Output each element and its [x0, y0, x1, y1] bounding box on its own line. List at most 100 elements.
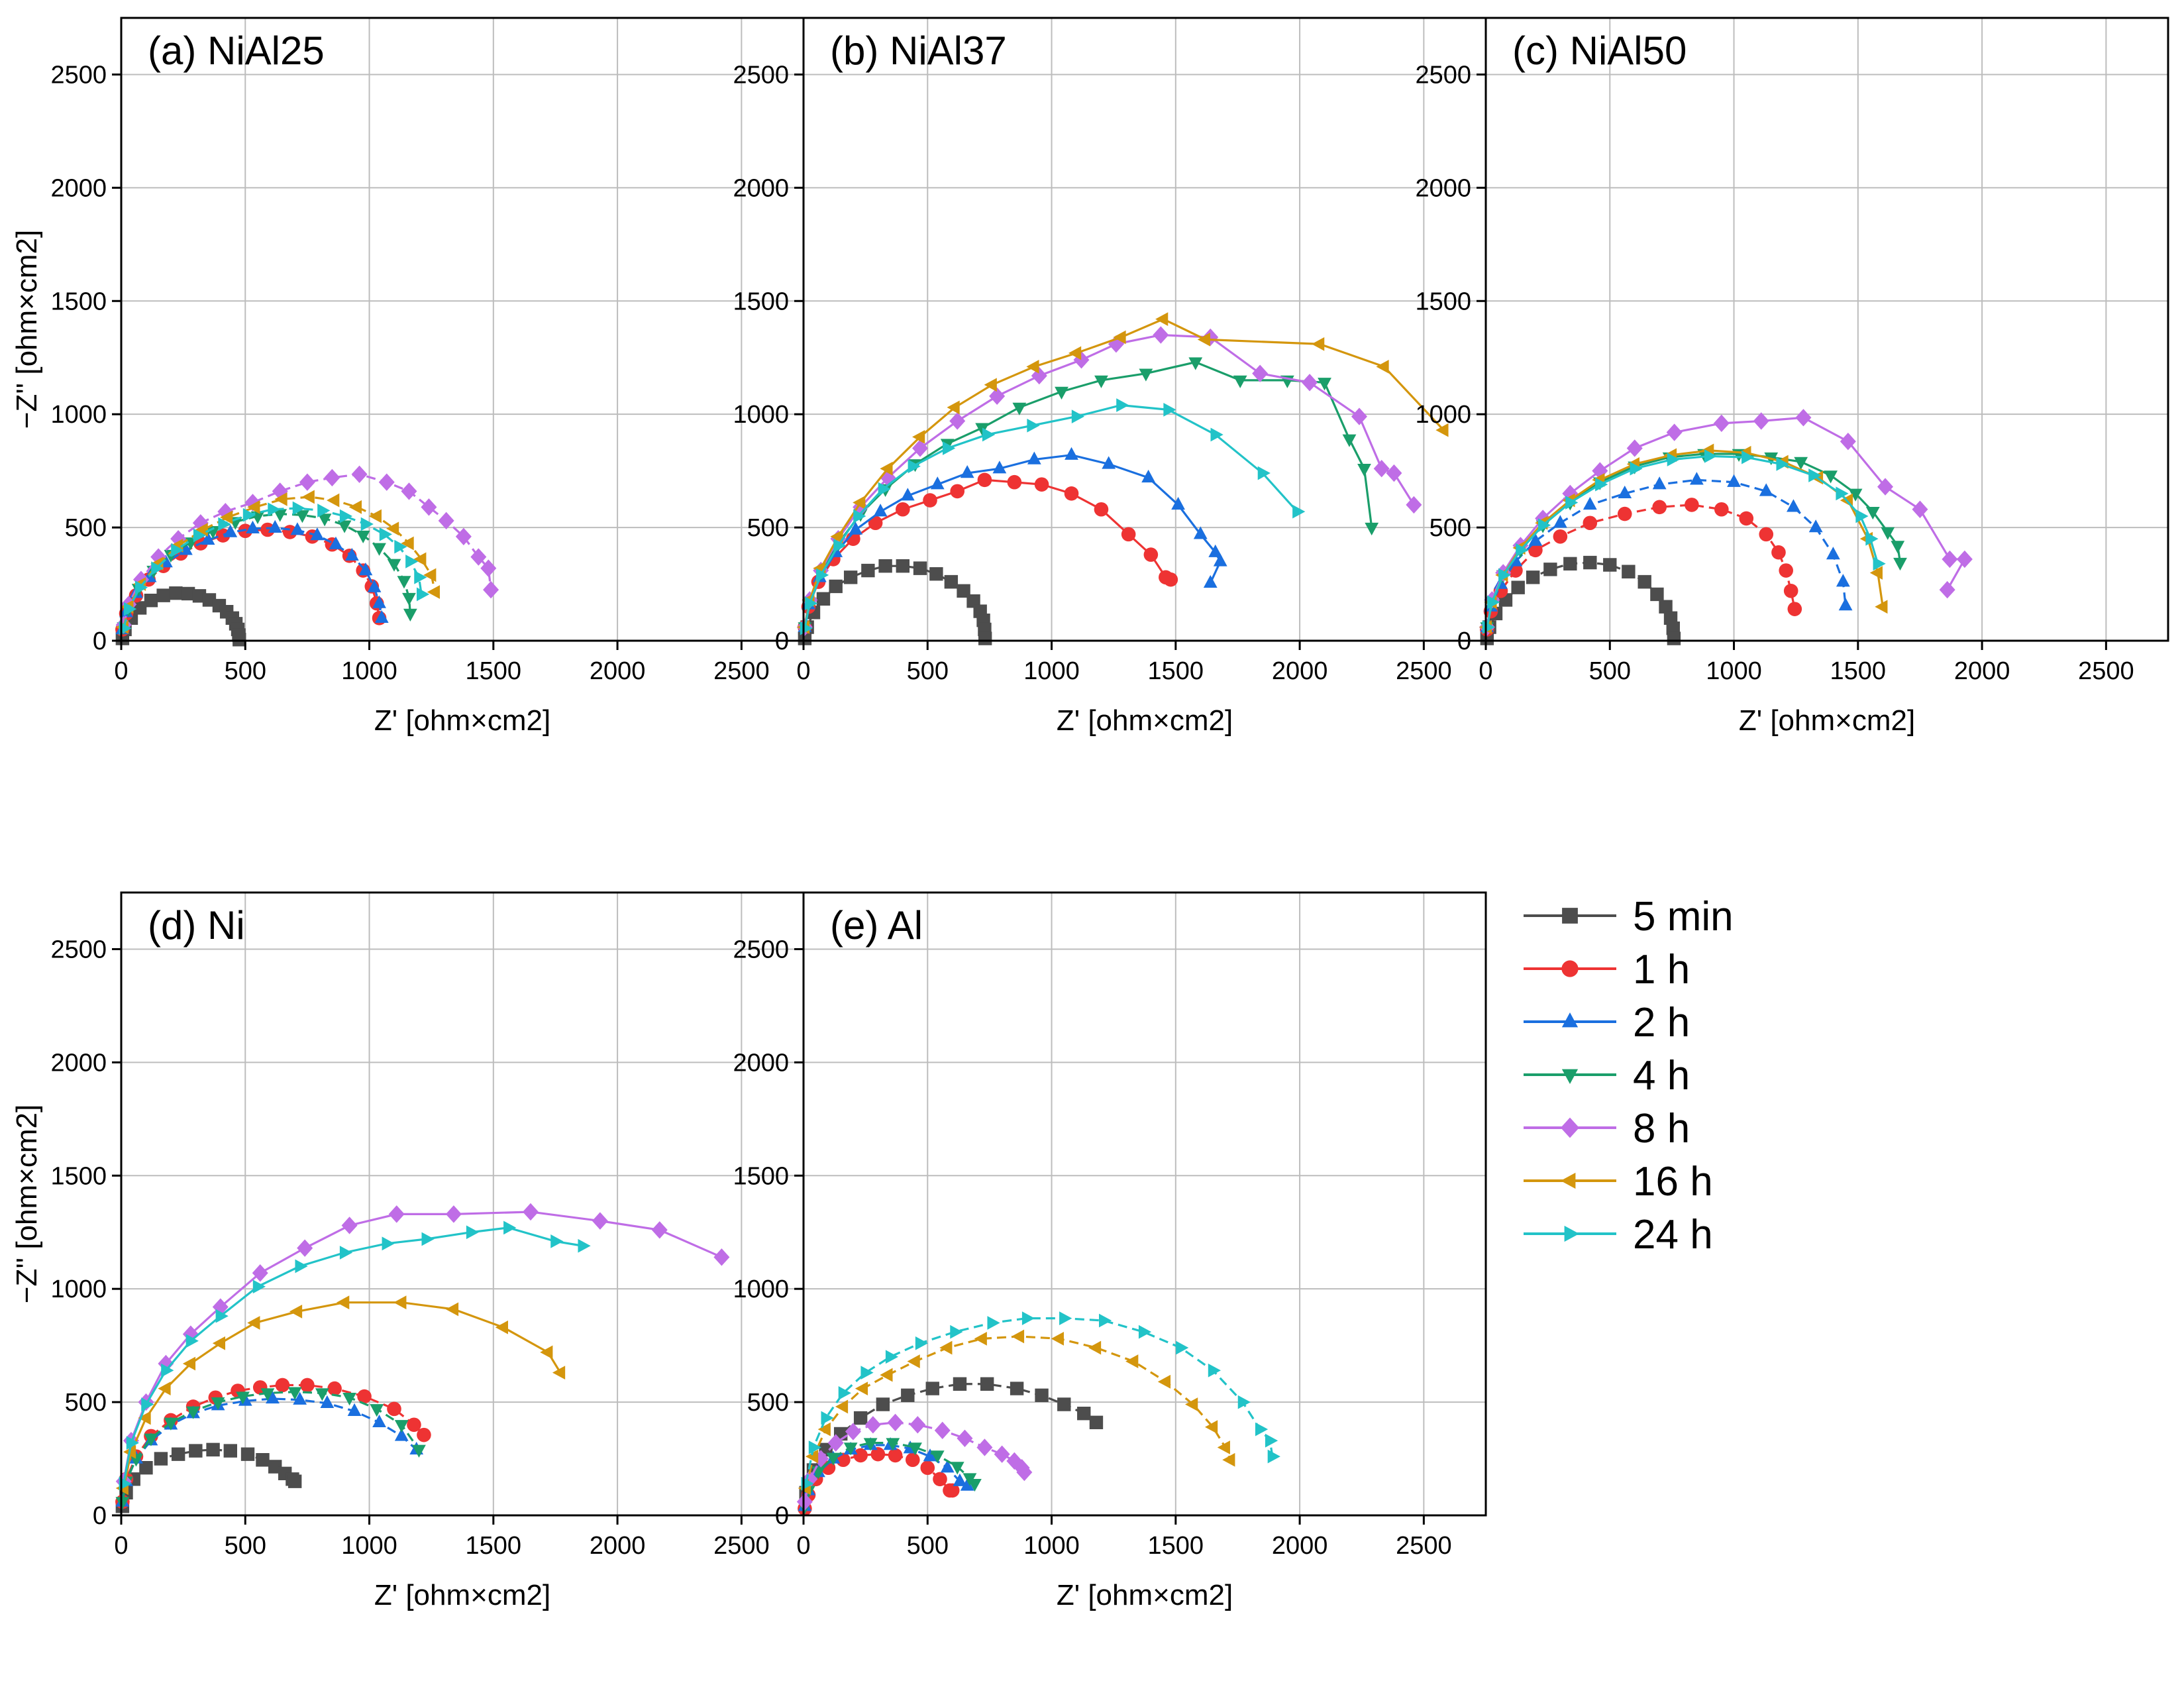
legend-label: 8 h	[1633, 1106, 1690, 1152]
data-point	[1659, 600, 1673, 614]
panel-e: 00 500 500 1000 1000 1500 1500 2000 2000 2500 2500…	[733, 891, 1487, 1611]
plot-frame	[802, 891, 1487, 1517]
data-point	[980, 1377, 994, 1391]
data-point	[1208, 1363, 1221, 1378]
data-point	[275, 1378, 290, 1393]
legend-marker	[1561, 960, 1579, 977]
data-point	[1102, 456, 1116, 469]
data-point	[185, 1334, 199, 1348]
data-point	[1543, 563, 1557, 576]
data-point	[1010, 1382, 1024, 1395]
data-point	[455, 527, 472, 545]
data-point	[1113, 330, 1126, 345]
data-point	[1630, 461, 1643, 476]
x-tick-label: 2500	[2078, 657, 2134, 685]
data-point	[301, 490, 315, 504]
data-point	[900, 488, 915, 501]
data-point	[1727, 474, 1741, 487]
data-point	[223, 1444, 237, 1458]
data-point	[843, 1442, 858, 1456]
series-16-h	[115, 1295, 566, 1495]
data-point	[358, 563, 373, 576]
data-point	[348, 500, 362, 514]
x-tick-label: 0	[796, 657, 810, 685]
y-tick-label: 2000	[1415, 174, 1471, 202]
data-point	[189, 1444, 203, 1458]
data-point	[1365, 522, 1379, 536]
data-point	[1342, 434, 1357, 447]
data-point	[1516, 543, 1529, 557]
data-point	[171, 543, 184, 557]
series-24-h	[800, 398, 1306, 635]
data-point	[1869, 566, 1883, 580]
data-point	[1027, 418, 1040, 433]
data-point	[297, 1239, 313, 1257]
data-point	[236, 1391, 250, 1405]
data-point	[855, 1382, 868, 1395]
data-point	[1255, 1422, 1269, 1437]
x-tick-label: 0	[114, 657, 128, 685]
data-point	[651, 1221, 668, 1239]
data-point	[923, 493, 937, 508]
y-tick-label: 0	[93, 627, 107, 655]
data-point	[835, 1399, 849, 1414]
data-point	[849, 521, 863, 535]
series-1-h	[1480, 498, 1802, 637]
x-tick-label: 1500	[1148, 1532, 1204, 1560]
data-point	[1826, 547, 1840, 560]
data-point	[816, 592, 831, 606]
data-point	[1163, 402, 1176, 417]
data-point	[1026, 360, 1039, 374]
series-8-h	[115, 465, 499, 634]
data-point	[405, 554, 419, 569]
data-point	[1873, 557, 1886, 571]
y-tick-label: 500	[747, 1389, 789, 1417]
data-point	[1787, 499, 1800, 512]
legend-marker	[1561, 1069, 1579, 1084]
data-point	[495, 1320, 508, 1334]
y-tick-label: 500	[1430, 514, 1471, 542]
data-point	[853, 509, 866, 523]
data-point	[989, 387, 1006, 406]
series-1-h	[115, 522, 387, 637]
series-line	[121, 1391, 420, 1502]
data-point	[1016, 1463, 1033, 1482]
series-1-h	[798, 472, 1178, 635]
data-point	[1089, 1415, 1104, 1430]
series-24-h	[801, 1311, 1280, 1491]
data-point	[829, 579, 843, 594]
legend-label: 24 h	[1633, 1212, 1713, 1258]
data-point	[1583, 555, 1597, 570]
x-tick-label: 2000	[1954, 657, 2010, 685]
data-point	[387, 1401, 401, 1417]
series-8-h	[796, 326, 1422, 636]
data-point	[1848, 488, 1863, 502]
panel-b: 0050050010001000150015002000200025002500…	[733, 17, 1487, 737]
x-tick-label: 1000	[1023, 1532, 1080, 1560]
data-point	[394, 1428, 409, 1441]
data-point	[1779, 563, 1793, 578]
data-point	[1265, 1433, 1278, 1448]
data-point	[339, 509, 353, 523]
y-tick-label: 2000	[50, 1049, 107, 1077]
y-tick-label: 0	[775, 627, 789, 655]
y-tick-label: 1000	[733, 401, 789, 429]
data-point	[423, 568, 437, 582]
y-tick-label: 1500	[50, 1162, 107, 1190]
data-point	[1808, 519, 1823, 533]
data-point	[317, 514, 332, 527]
data-point	[1714, 502, 1729, 517]
y-tick-label: 2000	[733, 1049, 789, 1077]
data-point	[886, 1438, 900, 1451]
data-point	[315, 1388, 329, 1401]
y-tick-label: 1500	[733, 288, 789, 315]
series-line	[121, 1383, 425, 1502]
data-point	[1027, 451, 1041, 464]
x-tick-label: 1000	[1706, 657, 1762, 685]
data-point	[552, 1366, 566, 1380]
data-point	[578, 1238, 591, 1253]
x-tick-label: 2000	[590, 1532, 646, 1560]
data-point	[1012, 402, 1027, 415]
x-tick-label: 1500	[466, 1532, 522, 1560]
